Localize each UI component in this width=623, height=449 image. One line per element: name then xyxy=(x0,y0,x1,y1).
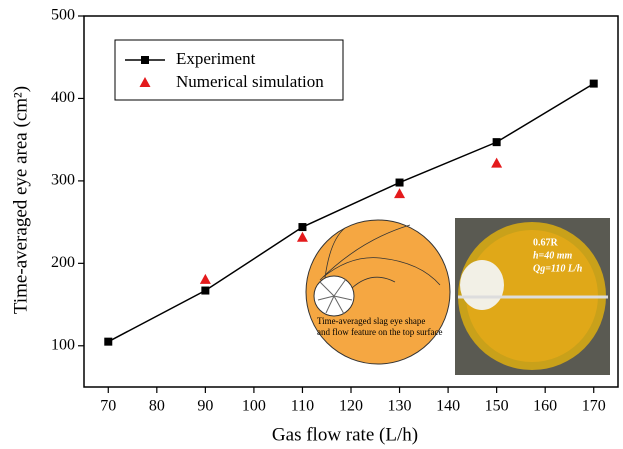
inset-diagram: Time-averaged slag eye shape and flow fe… xyxy=(306,220,450,364)
point xyxy=(297,232,308,242)
y-tick-label: 300 xyxy=(51,172,75,189)
point xyxy=(491,158,502,168)
x-tick-label: 90 xyxy=(197,398,213,415)
inset-photo: 0.67R h=40 mm Qg=110 L/h xyxy=(455,218,610,375)
x-tick-label: 170 xyxy=(582,398,606,415)
point xyxy=(493,138,501,146)
point xyxy=(200,274,211,284)
x-tick-label: 150 xyxy=(485,398,509,415)
x-tick-label: 70 xyxy=(100,398,116,415)
x-tick-label: 160 xyxy=(533,398,557,415)
chart: Gas flow rate (L/h) Time-averaged eye ar… xyxy=(0,0,623,449)
point xyxy=(590,80,598,88)
legend-label: Experiment xyxy=(176,49,256,68)
x-tick-label: 130 xyxy=(388,398,412,415)
point xyxy=(201,287,209,295)
y-tick-label: 500 xyxy=(51,7,75,24)
photo-label: h=40 mm xyxy=(533,250,573,261)
x-tick-label: 80 xyxy=(149,398,165,415)
y-tick-label: 100 xyxy=(51,336,75,353)
inset-caption: and flow feature on the top surface xyxy=(317,327,442,337)
x-tick-label: 110 xyxy=(291,398,314,415)
point xyxy=(104,338,112,346)
point xyxy=(394,188,405,198)
x-tick-label: 120 xyxy=(339,398,363,415)
y-axis-label: Time-averaged eye area (cm²) xyxy=(10,86,31,314)
x-axis-label: Gas flow rate (L/h) xyxy=(272,424,418,445)
y-tick-label: 200 xyxy=(51,254,75,271)
point xyxy=(396,179,404,187)
x-tick-label: 140 xyxy=(436,398,460,415)
y-tick-label: 400 xyxy=(51,89,75,106)
photo-label: Qg=110 L/h xyxy=(533,263,583,274)
photo-label: 0.67R xyxy=(533,237,559,248)
legend-label: Numerical simulation xyxy=(176,72,324,91)
inset-caption: Time-averaged slag eye shape xyxy=(317,316,425,326)
x-tick-label: 100 xyxy=(242,398,266,415)
legend-marker xyxy=(141,56,149,64)
point xyxy=(298,223,306,231)
